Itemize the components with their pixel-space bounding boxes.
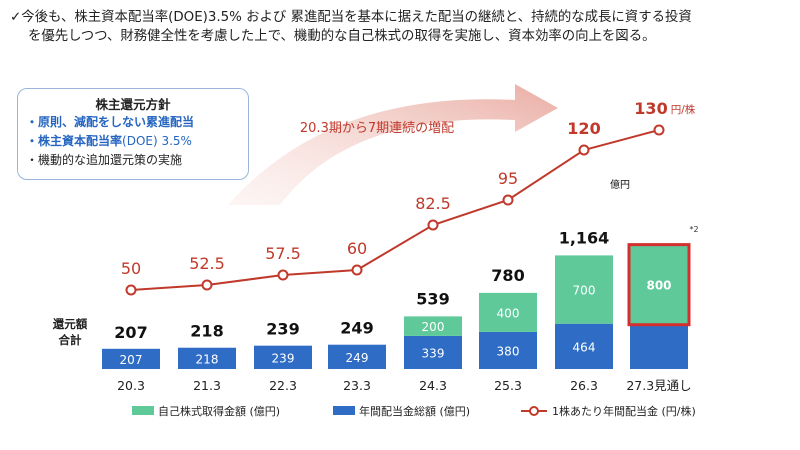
dps-point	[578, 144, 590, 156]
dps-unit-label: 円/株	[671, 103, 696, 116]
x-tick-label: 20.3	[117, 378, 145, 393]
dps-point	[653, 124, 665, 136]
dividend-bar	[102, 348, 160, 369]
arrow-label: 20.3期から7期連続の増配	[300, 121, 454, 136]
dps-point	[427, 219, 439, 231]
policy-item-doe-label: ・株主資本配当率	[26, 134, 123, 148]
dps-point	[125, 284, 137, 296]
total-label: 1,164	[559, 228, 610, 247]
dividend-bar-label: 207	[120, 353, 143, 367]
dividend-bar	[254, 345, 312, 369]
total-label: 218	[190, 322, 223, 341]
x-tick-label: 22.3	[269, 378, 297, 393]
dps-label: 52.5	[189, 254, 225, 273]
dps-point	[351, 264, 363, 276]
dps-label: 82.5	[415, 194, 451, 213]
dividend-bar	[404, 335, 462, 369]
buyback-bar-label: 200	[422, 320, 445, 334]
x-tick-label: 21.3	[193, 378, 221, 393]
total-row-label-2: 合計	[59, 333, 82, 347]
total-label: 207	[114, 323, 147, 342]
growth-arrow	[228, 84, 558, 205]
policy-item-doe-value: (DOE) 3.5%	[122, 134, 192, 148]
return-policy-box: 株主還元方針 ・原則、減配をしない累進配当 ・株主資本配当率(DOE) 3.5%…	[17, 88, 249, 180]
dividend-bar	[630, 323, 688, 369]
dps-line	[130, 129, 660, 291]
dividend-bar-label: 239	[272, 351, 295, 365]
x-tick-label: 23.3	[343, 378, 371, 393]
x-tick-label: 24.3	[419, 378, 447, 393]
buyback-bar-label: 800	[646, 279, 671, 293]
total-label: 239	[266, 320, 299, 339]
dps-label: 57.5	[265, 244, 301, 263]
dividend-bar-label: 249	[346, 351, 369, 365]
header-line-2: を優先しつつ、財務健全性を考慮した上で、機動的な自己株式の取得を実施し、資本効率…	[28, 29, 656, 44]
total-label: 539	[416, 289, 449, 308]
legend-dividend-swatch	[333, 406, 355, 415]
legend-buyback-swatch	[132, 406, 154, 415]
dps-label: 50	[121, 259, 141, 278]
total-row-label-1: 還元額	[53, 317, 88, 331]
dividend-bar	[479, 331, 537, 369]
legend-dps-label: 1株あたり年間配当金 (円/株)	[552, 404, 696, 418]
dps-label: 130	[634, 99, 667, 118]
footnote-1: *1	[599, 233, 608, 242]
dps-point	[201, 279, 213, 291]
policy-item-progressive-dividend: ・原則、減配をしない累進配当	[26, 115, 195, 129]
footnote-2: *2	[689, 225, 698, 234]
dps-point	[277, 269, 289, 281]
dps-label: 60	[347, 239, 367, 258]
dividend-bar	[328, 344, 386, 369]
buyback-bar	[479, 292, 537, 332]
x-tick-label: 25.3	[494, 378, 522, 393]
x-tick-label: 27.3見通し	[626, 378, 691, 393]
dividend-bar-label: 380	[497, 344, 520, 358]
buyback-bar	[630, 245, 688, 324]
legend-dividend-label: 年間配当金総額 (億円)	[359, 404, 470, 418]
dividend-bar-label: 218	[196, 352, 219, 366]
header-line-1: ✓今後も、株主資本配当率(DOE)3.5% および 累進配当を基本に据えた配当の…	[10, 10, 692, 25]
dps-label: 120	[567, 119, 600, 138]
forecast-highlight-box	[627, 243, 691, 327]
policy-item-additional-return: ・機動的な追加還元策の実施	[26, 153, 183, 167]
dividend-bar	[178, 347, 236, 369]
dividend-bar	[555, 323, 613, 369]
legend-buyback-label: 自己株式取得金額 (億円)	[158, 404, 280, 418]
policy-item-doe: ・株主資本配当率(DOE) 3.5%	[18, 132, 248, 151]
legend-dps-marker	[529, 406, 539, 416]
dps-label: 95	[498, 169, 518, 188]
dividend-bar-label: 464	[573, 340, 596, 354]
total-label: 249	[340, 319, 373, 338]
total-label: 780	[491, 266, 524, 285]
total-unit-label: 億円	[610, 178, 630, 191]
buyback-bar	[555, 255, 613, 324]
x-tick-label: 26.3	[570, 378, 598, 393]
policy-title: 株主還元方針	[95, 97, 171, 112]
buyback-bar-label: 700	[573, 284, 596, 298]
header-text: ✓今後も、株主資本配当率(DOE)3.5% および 累進配当を基本に据えた配当の…	[10, 8, 790, 46]
buyback-bar	[404, 316, 462, 336]
dps-point	[502, 194, 514, 206]
dividend-bar-label: 339	[422, 346, 445, 360]
buyback-bar-label: 400	[497, 306, 520, 320]
